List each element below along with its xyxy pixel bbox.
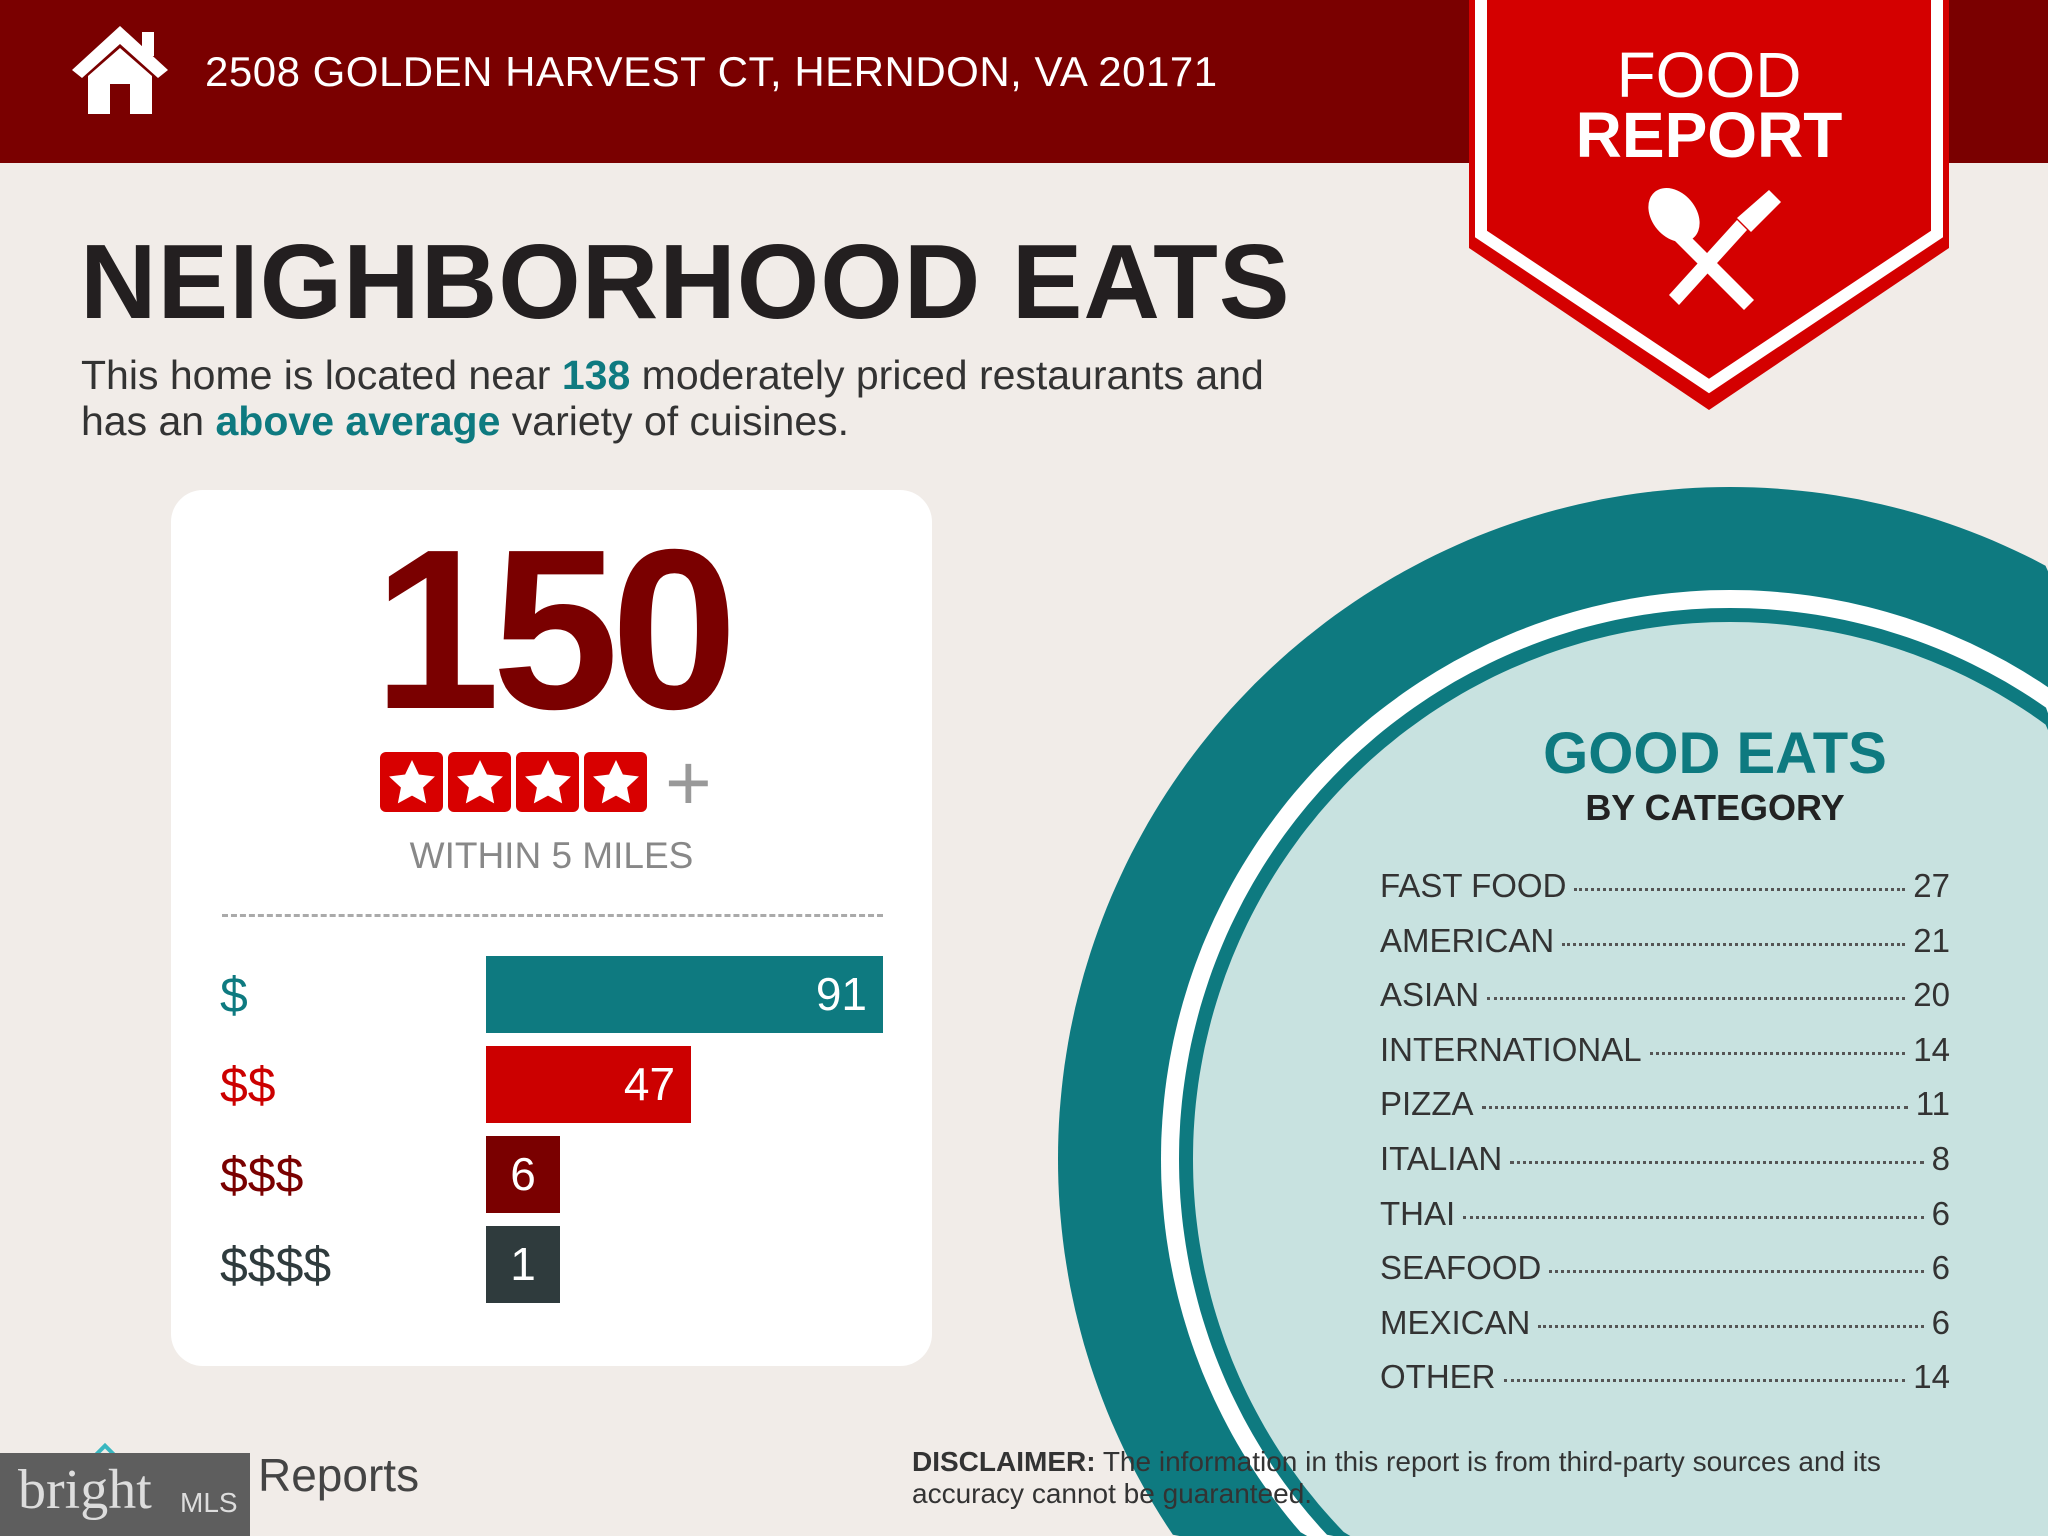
- price-tier-label: $$$: [220, 1147, 304, 1203]
- dot-leader: [1538, 1324, 1924, 1328]
- category-name: MEXICAN: [1380, 1303, 1531, 1341]
- star-icon: [380, 752, 443, 812]
- category-row: THAI 6: [1380, 1194, 1950, 1234]
- dot-leader: [1510, 1161, 1924, 1164]
- category-count: 6: [1931, 1249, 1950, 1287]
- category-row: MEXICAN 6: [1380, 1303, 1950, 1343]
- disclaimer: DISCLAIMER: The information in this repo…: [912, 1446, 1881, 1509]
- category-count: 20: [1913, 976, 1950, 1014]
- star-icon: [516, 752, 579, 812]
- divider: [222, 914, 883, 917]
- dot-leader: [1481, 1106, 1908, 1110]
- bright-mls-watermark: [0, 1453, 250, 1536]
- price-tier-bar: 6: [486, 1136, 560, 1213]
- total-restaurants: 150: [373, 503, 737, 757]
- price-tier-bar: 91: [486, 956, 883, 1033]
- category-count: 11: [1915, 1085, 1950, 1123]
- page-title: NEIGHBORHOOD EATS: [80, 223, 1291, 341]
- restaurant-count: 138: [561, 352, 631, 398]
- price-tier-bar: 1: [486, 1226, 560, 1303]
- mls-logo-text: MLS: [180, 1487, 238, 1518]
- property-address: 2508 GOLDEN HARVEST CT, HERNDON, VA 2017…: [205, 48, 1218, 95]
- category-name: SEAFOOD: [1380, 1249, 1542, 1287]
- restaurant-summary-card: [171, 490, 932, 1366]
- category-count: 14: [1913, 1358, 1950, 1396]
- category-row: PIZZA 11: [1380, 1084, 1950, 1124]
- price-tier-label: $$$$: [220, 1237, 332, 1293]
- badge-line2: REPORT: [1575, 99, 1843, 171]
- price-tier-label: $$: [220, 1057, 276, 1113]
- spoon-fork-icon: [1648, 188, 1781, 310]
- food-report-badge: [1469, 0, 1949, 410]
- distance-label: WITHIN 5 MILES: [409, 835, 694, 876]
- dot-leader: [1549, 1270, 1924, 1274]
- summary-text: This home is located near 138 moderately…: [81, 352, 1264, 444]
- category-name: INTERNATIONAL: [1380, 1030, 1642, 1068]
- star-icon: [448, 752, 511, 812]
- dot-leader: [1463, 1215, 1924, 1219]
- category-name: PIZZA: [1380, 1085, 1474, 1123]
- dot-leader: [1562, 942, 1906, 946]
- category-name: FAST FOOD: [1380, 867, 1567, 904]
- category-count: 6: [1931, 1194, 1950, 1232]
- star-icon: [584, 752, 647, 812]
- price-tier-label: $: [220, 967, 248, 1023]
- price-tier-bar: 47: [486, 1046, 692, 1123]
- good-eats-subtitle: BY CATEGORY: [1585, 787, 1845, 828]
- dot-leader: [1649, 1051, 1906, 1055]
- category-name: OTHER: [1380, 1358, 1496, 1396]
- category-name: AMERICAN: [1380, 921, 1555, 959]
- category-row: INTERNATIONAL 14: [1380, 1030, 1950, 1070]
- plus-sign: +: [665, 738, 712, 827]
- house-icon: [72, 26, 168, 114]
- category-row: OTHER 14: [1380, 1357, 1950, 1397]
- category-name: ITALIAN: [1380, 1140, 1503, 1177]
- reports-logo-text: Reports: [258, 1449, 420, 1501]
- category-count: 14: [1913, 1030, 1950, 1068]
- good-eats-title: GOOD EATS: [1543, 721, 1887, 786]
- category-row: ITALIAN 8: [1380, 1139, 1950, 1179]
- dot-leader: [1574, 888, 1906, 891]
- category-row: AMERICAN 21: [1380, 921, 1950, 961]
- plate-fill: [1193, 622, 2048, 1536]
- category-name: THAI: [1380, 1194, 1456, 1232]
- category-count: 21: [1913, 921, 1950, 959]
- bright-logo-text: bright: [18, 1459, 152, 1521]
- category-row: FAST FOOD 27: [1380, 866, 1950, 906]
- category-count: 6: [1931, 1303, 1950, 1341]
- variety-rating: above average: [215, 398, 501, 444]
- dot-leader: [1503, 1379, 1906, 1383]
- category-row: ASIAN 20: [1380, 975, 1950, 1015]
- category-count: 8: [1931, 1140, 1950, 1177]
- category-name: ASIAN: [1380, 976, 1480, 1014]
- star-rating: [380, 752, 647, 812]
- dot-leader: [1487, 997, 1906, 1001]
- badge-line1: FOOD: [1616, 39, 1802, 111]
- category-count: 27: [1913, 867, 1950, 904]
- category-row: SEAFOOD 6: [1380, 1248, 1950, 1288]
